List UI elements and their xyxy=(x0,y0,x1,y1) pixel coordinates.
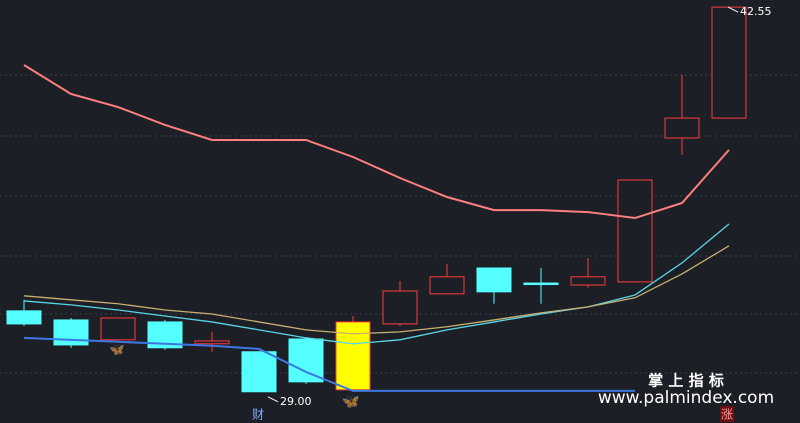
candle-body xyxy=(194,340,230,345)
candle-body xyxy=(241,351,277,393)
annotation: 29.00 xyxy=(280,395,312,408)
marker-box xyxy=(720,406,734,422)
indicator-line xyxy=(23,64,730,220)
candle-body xyxy=(523,282,559,286)
marker: 涨 xyxy=(721,407,733,422)
watermark: 掌 上 指 标 xyxy=(648,372,724,390)
candle-body xyxy=(617,179,653,283)
candle-body xyxy=(711,6,747,119)
indicator-line xyxy=(23,336,635,392)
annotation-pointer xyxy=(727,6,739,13)
indicator-line xyxy=(23,223,730,345)
annotation-pointer xyxy=(267,396,279,403)
indicator-line xyxy=(23,245,730,335)
candle-body xyxy=(382,290,418,325)
watermark: www.palmindex.com xyxy=(598,388,774,408)
candle-body xyxy=(570,276,606,286)
candle-body xyxy=(100,317,136,341)
candle-body xyxy=(429,276,465,295)
butterfly-icon: 🦋 xyxy=(110,343,125,357)
candle-body xyxy=(664,117,700,139)
candle-body xyxy=(335,321,371,391)
annotation: 42.55 xyxy=(740,5,772,18)
candle-body xyxy=(6,310,42,325)
butterfly-icon: 🦋 xyxy=(342,394,360,410)
marker: 财 xyxy=(252,408,264,422)
candle-body xyxy=(476,267,512,293)
candle-body xyxy=(288,338,324,383)
